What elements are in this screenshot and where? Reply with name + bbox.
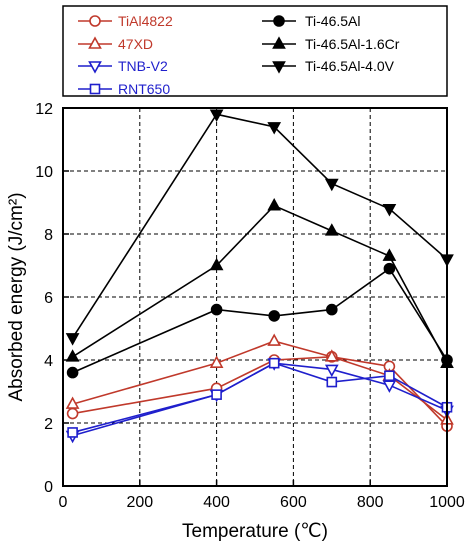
- y-axis-label: Absorbed energy (J/cm²): [6, 192, 27, 401]
- data-point: [324, 178, 339, 192]
- data-point: [324, 364, 339, 378]
- legend-box: [62, 5, 448, 97]
- x-tick-label: 200: [126, 494, 153, 511]
- data-point: [267, 197, 282, 211]
- data-point: [326, 376, 338, 388]
- legend-item: 47XD: [78, 36, 153, 52]
- x-tick-label: 0: [59, 494, 68, 511]
- legend-label: Ti-46.5Al-4.0V: [305, 58, 395, 74]
- data-point: [210, 303, 223, 316]
- legend-item: Ti-46.5Al-1.6Cr: [262, 36, 400, 52]
- legend: TiAl4822 47XD TNB-V2 RNT650 Ti-46.5Al Ti-46.5…: [78, 13, 400, 97]
- data-point: [209, 109, 224, 122]
- data-point: [268, 310, 281, 322]
- legend-marker: [88, 61, 102, 74]
- series-line: [72, 340, 448, 421]
- data-point: [65, 349, 80, 362]
- data-point: [209, 257, 224, 271]
- series-line: [72, 356, 448, 427]
- data-point: [324, 349, 339, 362]
- data-point: [382, 380, 397, 393]
- legend-label: 47XD: [118, 36, 153, 52]
- data-point: [325, 303, 338, 316]
- series-line: [72, 362, 448, 434]
- data-point: [267, 333, 282, 346]
- y-tick-label: 2: [44, 416, 53, 433]
- data-point: [66, 407, 79, 420]
- data-point: [65, 396, 80, 409]
- y-tick-label: 0: [44, 479, 53, 496]
- legend-item: RNT650: [78, 81, 170, 97]
- legend-label: Ti-46.5Al: [305, 13, 361, 29]
- data-point: [382, 248, 397, 261]
- legend-item: Ti-46.5Al-4.0V: [262, 58, 395, 74]
- data-point: [383, 262, 396, 275]
- data-point: [382, 204, 397, 217]
- x-tick-label: 800: [357, 494, 384, 511]
- data-point: [211, 389, 222, 400]
- data-point: [66, 366, 79, 379]
- axis-ticks: 0 200 400 600 800 1000 0 2 4 6 8 10 12: [35, 101, 465, 511]
- legend-marker: [273, 15, 285, 27]
- legend-label: Ti-46.5Al-1.6Cr: [305, 36, 400, 52]
- data-point: [324, 223, 339, 236]
- x-tick-label: 600: [280, 494, 307, 511]
- data-point: [268, 357, 280, 369]
- data-point: [209, 355, 224, 368]
- data-point: [67, 427, 78, 438]
- y-tick-label: 12: [35, 101, 53, 118]
- series-line: [71, 113, 448, 339]
- series-layer: [65, 109, 454, 444]
- data-point: [384, 370, 395, 382]
- series-line: [72, 204, 448, 364]
- x-tick-label: 400: [203, 494, 230, 511]
- series-5: [65, 197, 454, 368]
- data-point: [267, 122, 282, 135]
- series-line: [72, 267, 448, 374]
- legend-marker: [88, 36, 102, 49]
- legend-marker: [272, 61, 286, 74]
- legend-marker: [272, 36, 286, 49]
- legend-marker: [89, 83, 101, 95]
- y-tick-label: 8: [44, 227, 53, 244]
- y-tick-label: 10: [35, 164, 53, 181]
- legend-label: TiAl4822: [118, 13, 173, 29]
- legend-label: RNT650: [118, 81, 170, 97]
- data-point: [65, 333, 80, 346]
- y-tick-label: 6: [44, 290, 53, 307]
- x-axis-label: Temperature (℃): [182, 521, 328, 542]
- legend-marker: [89, 15, 101, 27]
- legend-label: TNB-V2: [118, 58, 168, 74]
- grid: [63, 108, 447, 486]
- legend-item: TiAl4822: [78, 13, 173, 29]
- legend-item: TNB-V2: [78, 58, 168, 74]
- legend-item: Ti-46.5Al: [262, 13, 361, 29]
- x-tick-label: 1000: [429, 494, 465, 511]
- y-tick-label: 4: [44, 353, 53, 370]
- series-6: [65, 109, 454, 346]
